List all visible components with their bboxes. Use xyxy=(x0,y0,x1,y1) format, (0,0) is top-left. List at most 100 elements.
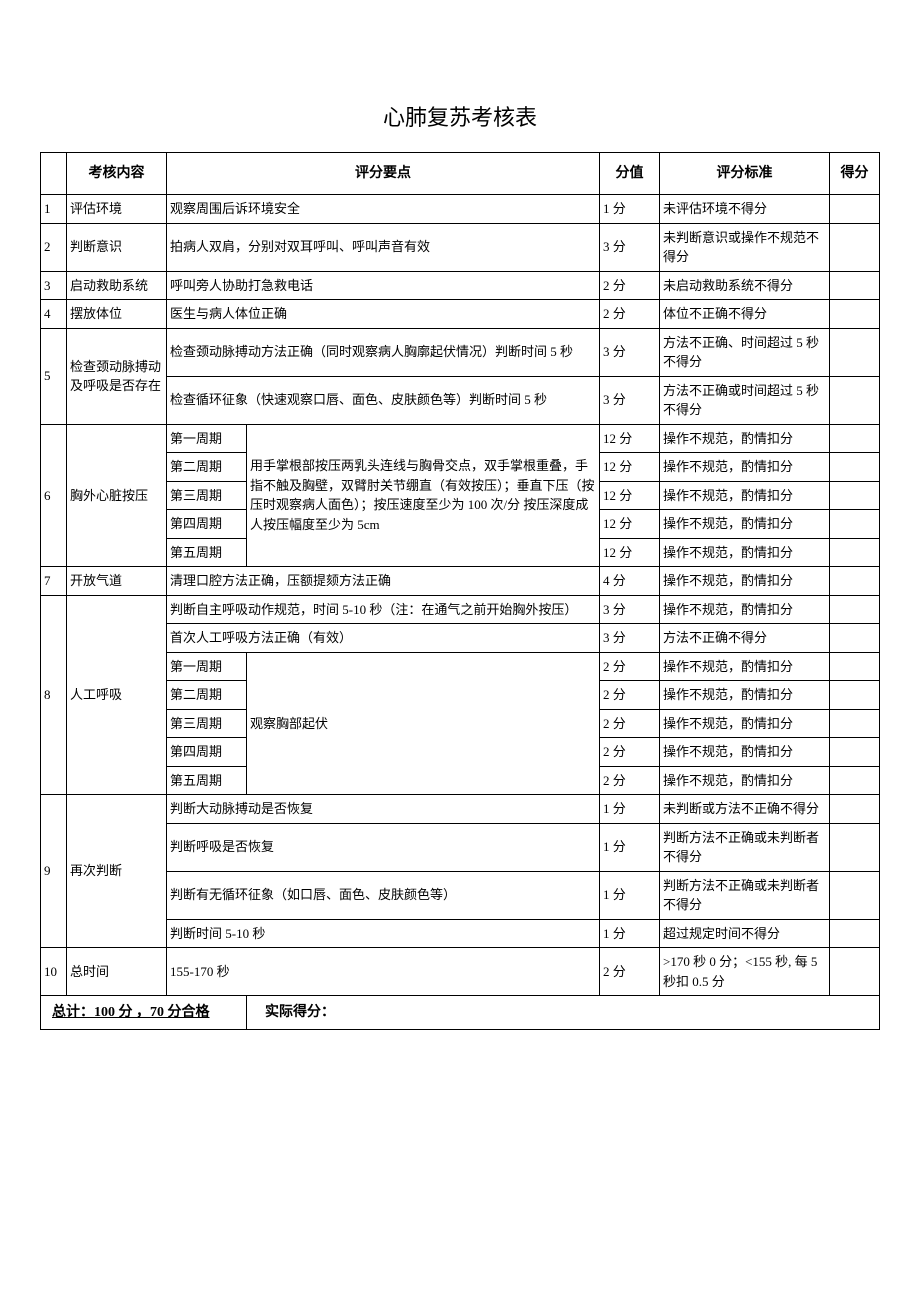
cell-got xyxy=(830,709,880,738)
cell-points: 检查颈动脉搏动方法正确（同时观察病人胸廓起伏情况）判断时间 5 秒 xyxy=(167,328,600,376)
table-row: 8 人工呼吸 判断自主呼吸动作规范，时间 5-10 秒（注：在通气之前开始胸外按… xyxy=(41,595,880,624)
cell-std: 操作不规范，酌情扣分 xyxy=(660,567,830,596)
cell-score: 3 分 xyxy=(600,223,660,271)
cell-content: 人工呼吸 xyxy=(67,595,167,795)
table-row: 3 启动救助系统 呼叫旁人协助打急救电话 2 分 未启动救助系统不得分 xyxy=(41,271,880,300)
cell-got xyxy=(830,652,880,681)
cell-score: 12 分 xyxy=(600,481,660,510)
footer-actual-text: 实际得分： xyxy=(265,1005,335,1020)
cell-score: 12 分 xyxy=(600,424,660,453)
cell-idx: 5 xyxy=(41,328,67,424)
page-title: 心肺复苏考核表 xyxy=(40,100,880,132)
cell-cycle: 第五周期 xyxy=(167,766,247,795)
table-row: 6 胸外心脏按压 第一周期 用手掌根部按压两乳头连线与胸骨交点，双手掌根重叠，手… xyxy=(41,424,880,453)
cell-points: 判断大动脉搏动是否恢复 xyxy=(167,795,600,824)
cell-std: 体位不正确不得分 xyxy=(660,300,830,329)
table-row: 判断时间 5-10 秒 1 分 超过规定时间不得分 xyxy=(41,919,880,948)
footer-total: 总计：100 分 ，70 分合格 xyxy=(41,996,247,1030)
cell-cycle: 第二周期 xyxy=(167,453,247,482)
cell-std: 未判断或方法不正确不得分 xyxy=(660,795,830,824)
assessment-table: 考核内容 评分要点 分值 评分标准 得分 1 评估环境 观察周围后诉环境安全 1… xyxy=(40,152,880,1030)
cell-cycle: 第三周期 xyxy=(167,709,247,738)
cell-std: 操作不规范，酌情扣分 xyxy=(660,738,830,767)
cell-points: 判断自主呼吸动作规范，时间 5-10 秒（注：在通气之前开始胸外按压） xyxy=(167,595,600,624)
table-row: 2 判断意识 拍病人双肩，分别对双耳呼叫、呼叫声音有效 3 分 未判断意识或操作… xyxy=(41,223,880,271)
hdr-points: 评分要点 xyxy=(167,153,600,195)
table-row: 1 评估环境 观察周围后诉环境安全 1 分 未评估环境不得分 xyxy=(41,195,880,224)
cell-got xyxy=(830,919,880,948)
cell-cycle: 第一周期 xyxy=(167,424,247,453)
cell-cycle: 第一周期 xyxy=(167,652,247,681)
cell-std: >170 秒 0 分；<155 秒, 每 5 秒扣 0.5 分 xyxy=(660,948,830,996)
table-row: 7 开放气道 清理口腔方法正确，压额提颏方法正确 4 分 操作不规范，酌情扣分 xyxy=(41,567,880,596)
cell-std: 方法不正确、时间超过 5 秒不得分 xyxy=(660,328,830,376)
cell-std: 操作不规范，酌情扣分 xyxy=(660,538,830,567)
cell-points: 判断时间 5-10 秒 xyxy=(167,919,600,948)
cell-score: 2 分 xyxy=(600,709,660,738)
cell-content: 启动救助系统 xyxy=(67,271,167,300)
cell-std: 操作不规范，酌情扣分 xyxy=(660,652,830,681)
cell-got xyxy=(830,376,880,424)
cell-std: 操作不规范，酌情扣分 xyxy=(660,453,830,482)
cell-content: 开放气道 xyxy=(67,567,167,596)
cell-score: 2 分 xyxy=(600,948,660,996)
cell-score: 2 分 xyxy=(600,300,660,329)
cell-std: 方法不正确不得分 xyxy=(660,624,830,653)
footer-total-text: 总计：100 分 ，70 分合格 xyxy=(52,1005,210,1020)
cell-score: 1 分 xyxy=(600,919,660,948)
cell-idx: 3 xyxy=(41,271,67,300)
cell-score: 3 分 xyxy=(600,376,660,424)
cell-got xyxy=(830,453,880,482)
cell-got xyxy=(830,271,880,300)
cell-std: 未启动救助系统不得分 xyxy=(660,271,830,300)
cell-idx: 4 xyxy=(41,300,67,329)
cell-std: 判断方法不正确或未判断者不得分 xyxy=(660,871,830,919)
table-row: 第一周期 观察胸部起伏 2 分 操作不规范，酌情扣分 xyxy=(41,652,880,681)
cell-score: 12 分 xyxy=(600,453,660,482)
cell-cycle: 第四周期 xyxy=(167,738,247,767)
cell-content: 判断意识 xyxy=(67,223,167,271)
cell-score: 2 分 xyxy=(600,681,660,710)
cell-std: 超过规定时间不得分 xyxy=(660,919,830,948)
cell-points: 观察周围后诉环境安全 xyxy=(167,195,600,224)
cell-desc: 观察胸部起伏 xyxy=(247,652,600,795)
cell-content: 胸外心脏按压 xyxy=(67,424,167,567)
cell-got xyxy=(830,681,880,710)
cell-cycle: 第三周期 xyxy=(167,481,247,510)
table-row: 9 再次判断 判断大动脉搏动是否恢复 1 分 未判断或方法不正确不得分 xyxy=(41,795,880,824)
cell-content: 检查颈动脉搏动及呼吸是否存在 xyxy=(67,328,167,424)
cell-score: 1 分 xyxy=(600,795,660,824)
cell-content: 总时间 xyxy=(67,948,167,996)
cell-got xyxy=(830,795,880,824)
cell-got xyxy=(830,871,880,919)
cell-std: 操作不规范，酌情扣分 xyxy=(660,424,830,453)
cell-content: 再次判断 xyxy=(67,795,167,948)
cell-score: 2 分 xyxy=(600,271,660,300)
cell-idx: 8 xyxy=(41,595,67,795)
cell-score: 3 分 xyxy=(600,328,660,376)
cell-got xyxy=(830,624,880,653)
cell-got xyxy=(830,424,880,453)
cell-points: 医生与病人体位正确 xyxy=(167,300,600,329)
cell-score: 1 分 xyxy=(600,823,660,871)
table-header-row: 考核内容 评分要点 分值 评分标准 得分 xyxy=(41,153,880,195)
cell-idx: 9 xyxy=(41,795,67,948)
table-footer: 总计：100 分 ，70 分合格 实际得分： xyxy=(41,996,880,1030)
cell-score: 12 分 xyxy=(600,538,660,567)
cell-std: 操作不规范，酌情扣分 xyxy=(660,481,830,510)
cell-std: 操作不规范，酌情扣分 xyxy=(660,681,830,710)
cell-idx: 7 xyxy=(41,567,67,596)
cell-std: 操作不规范，酌情扣分 xyxy=(660,766,830,795)
cell-got xyxy=(830,538,880,567)
cell-std: 操作不规范，酌情扣分 xyxy=(660,595,830,624)
table-row: 10 总时间 155-170 秒 2 分 >170 秒 0 分；<155 秒, … xyxy=(41,948,880,996)
cell-score: 2 分 xyxy=(600,652,660,681)
cell-got xyxy=(830,300,880,329)
cell-got xyxy=(830,195,880,224)
cell-idx: 6 xyxy=(41,424,67,567)
cell-content: 评估环境 xyxy=(67,195,167,224)
cell-score: 3 分 xyxy=(600,624,660,653)
cell-got xyxy=(830,223,880,271)
cell-points: 155-170 秒 xyxy=(167,948,600,996)
cell-idx: 2 xyxy=(41,223,67,271)
